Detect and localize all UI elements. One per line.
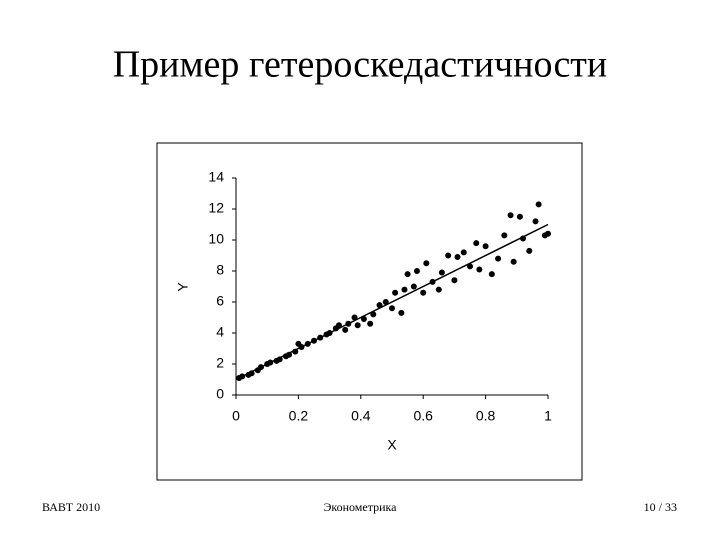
data-point [507, 212, 514, 219]
data-point [410, 283, 417, 290]
data-point [401, 286, 408, 293]
data-point [389, 305, 395, 312]
y-tick-label: 8 [216, 262, 224, 278]
data-point [354, 322, 361, 329]
data-point [501, 232, 508, 239]
x-tick-label: 1 [544, 408, 552, 424]
slide-title: Пример гетероскедастичности [113, 44, 608, 86]
y-tick-label: 0 [216, 386, 224, 402]
data-point [382, 299, 389, 305]
data-point [445, 252, 452, 259]
data-point [423, 260, 430, 267]
data-point [342, 326, 349, 333]
data-point [473, 240, 480, 247]
trend-line [235, 223, 549, 381]
data-point [351, 314, 358, 321]
data-point [476, 266, 483, 273]
y-tick-label: 14 [208, 169, 224, 185]
data-point [532, 218, 539, 225]
footer-center: Эконометрика [323, 500, 397, 514]
x-axis-label: X [387, 437, 397, 453]
data-point [454, 254, 461, 261]
y-tick-label: 4 [216, 324, 224, 340]
data-point [404, 271, 411, 278]
y-tick-label: 6 [216, 293, 224, 309]
data-point [435, 286, 442, 293]
data-point [510, 258, 517, 265]
y-tick-label: 12 [208, 200, 224, 216]
data-point [413, 268, 420, 274]
data-point [420, 289, 427, 296]
x-tick-label: 0.8 [476, 408, 496, 424]
data-point [360, 316, 367, 323]
data-point [392, 289, 399, 296]
data-point [516, 213, 523, 220]
footer-left: ВАВТ 2010 [42, 500, 100, 514]
data-point [335, 322, 342, 329]
y-tick-label: 10 [208, 231, 224, 247]
data-point [398, 309, 405, 316]
data-point [451, 277, 458, 284]
data-point [376, 302, 383, 309]
data-point [438, 269, 445, 276]
x-tick-label: 0.4 [351, 408, 371, 424]
x-tick-label: 0.6 [413, 408, 433, 424]
y-axis-label: Y [175, 282, 191, 292]
x-tick-label: 0 [232, 408, 240, 424]
y-tick-label: 2 [216, 355, 224, 371]
data-point [526, 247, 533, 254]
data-point [370, 311, 377, 318]
data-point [545, 230, 551, 237]
chart-frame [156, 142, 583, 481]
data-point [367, 320, 374, 327]
data-point [495, 255, 502, 262]
data-point [488, 271, 495, 278]
data-point [467, 263, 473, 270]
x-tick-label: 0.2 [289, 408, 309, 424]
data-point [460, 249, 467, 256]
footer-right: 10 / 33 [644, 500, 677, 514]
data-point [482, 243, 489, 250]
data-point [535, 201, 542, 208]
